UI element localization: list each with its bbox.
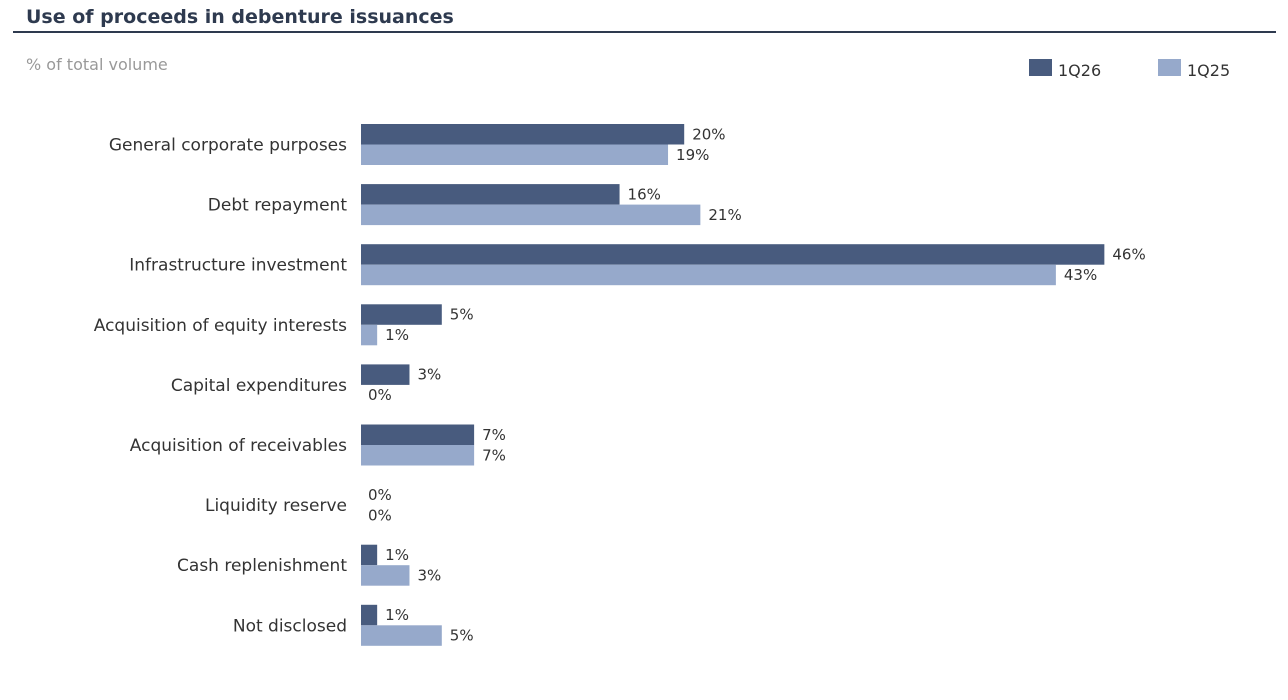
bar-1q25-acquisition-of-equity-interests	[361, 324, 378, 346]
category-label-debt-repayment: Debt repayment	[208, 196, 348, 216]
value-label-1q26-liquidity-reserve: 0%	[368, 486, 392, 504]
value-label-1q25-acquisition-of-equity-interests: 1%	[385, 326, 409, 344]
value-label-1q26-infrastructure-investment: 46%	[1112, 245, 1145, 263]
bar-1q26-general-corporate-purposes	[361, 124, 685, 145]
value-label-1q26-not-disclosed: 1%	[385, 606, 409, 624]
bar-1q26-infrastructure-investment	[361, 244, 1105, 265]
value-label-1q25-infrastructure-investment: 43%	[1064, 266, 1097, 284]
category-label-general-corporate-purposes: General corporate purposes	[109, 136, 347, 156]
bar-1q25-debt-repayment	[361, 204, 701, 226]
value-label-1q26-capital-expenditures: 3%	[417, 366, 441, 384]
category-label-infrastructure-investment: Infrastructure investment	[129, 256, 347, 276]
value-label-1q25-capital-expenditures: 0%	[368, 386, 392, 404]
value-label-1q25-liquidity-reserve: 0%	[368, 506, 392, 524]
value-label-1q26-acquisition-of-receivables: 7%	[482, 426, 506, 444]
bar-1q25-acquisition-of-receivables	[361, 445, 475, 466]
bar-1q26-cash-replenishment	[361, 544, 378, 566]
category-label-liquidity-reserve: Liquidity reserve	[205, 496, 347, 516]
category-label-not-disclosed: Not disclosed	[233, 616, 347, 636]
bar-1q26-acquisition-of-equity-interests	[361, 304, 442, 325]
bar-1q25-general-corporate-purposes	[361, 144, 669, 165]
bar-1q26-debt-repayment	[361, 184, 620, 205]
bar-1q25-infrastructure-investment	[361, 264, 1056, 286]
category-label-capital-expenditures: Capital expenditures	[171, 376, 347, 396]
bar-1q26-acquisition-of-receivables	[361, 424, 475, 445]
category-label-cash-replenishment: Cash replenishment	[177, 556, 347, 576]
title-divider	[13, 31, 1276, 33]
chart-title: Use of proceeds in debenture issuances	[26, 6, 454, 28]
bar-1q26-not-disclosed	[361, 604, 378, 626]
value-label-1q25-acquisition-of-receivables: 7%	[482, 446, 506, 464]
value-label-1q25-debt-repayment: 21%	[708, 206, 741, 224]
value-label-1q25-not-disclosed: 5%	[450, 627, 474, 645]
bar-1q26-capital-expenditures	[361, 364, 410, 385]
chart-subtitle: % of total volume	[26, 55, 168, 74]
value-label-1q26-debt-repayment: 16%	[628, 185, 661, 203]
bar-1q25-not-disclosed	[361, 625, 442, 646]
value-label-1q26-general-corporate-purposes: 20%	[692, 125, 725, 143]
category-label-acquisition-of-equity-interests: Acquisition of equity interests	[94, 316, 347, 336]
value-label-1q25-general-corporate-purposes: 19%	[676, 146, 709, 164]
category-label-acquisition-of-receivables: Acquisition of receivables	[130, 436, 347, 456]
value-label-1q26-acquisition-of-equity-interests: 5%	[450, 306, 474, 324]
value-label-1q26-cash-replenishment: 1%	[385, 546, 409, 564]
value-label-1q25-cash-replenishment: 3%	[417, 566, 441, 584]
bar-1q25-cash-replenishment	[361, 565, 410, 586]
